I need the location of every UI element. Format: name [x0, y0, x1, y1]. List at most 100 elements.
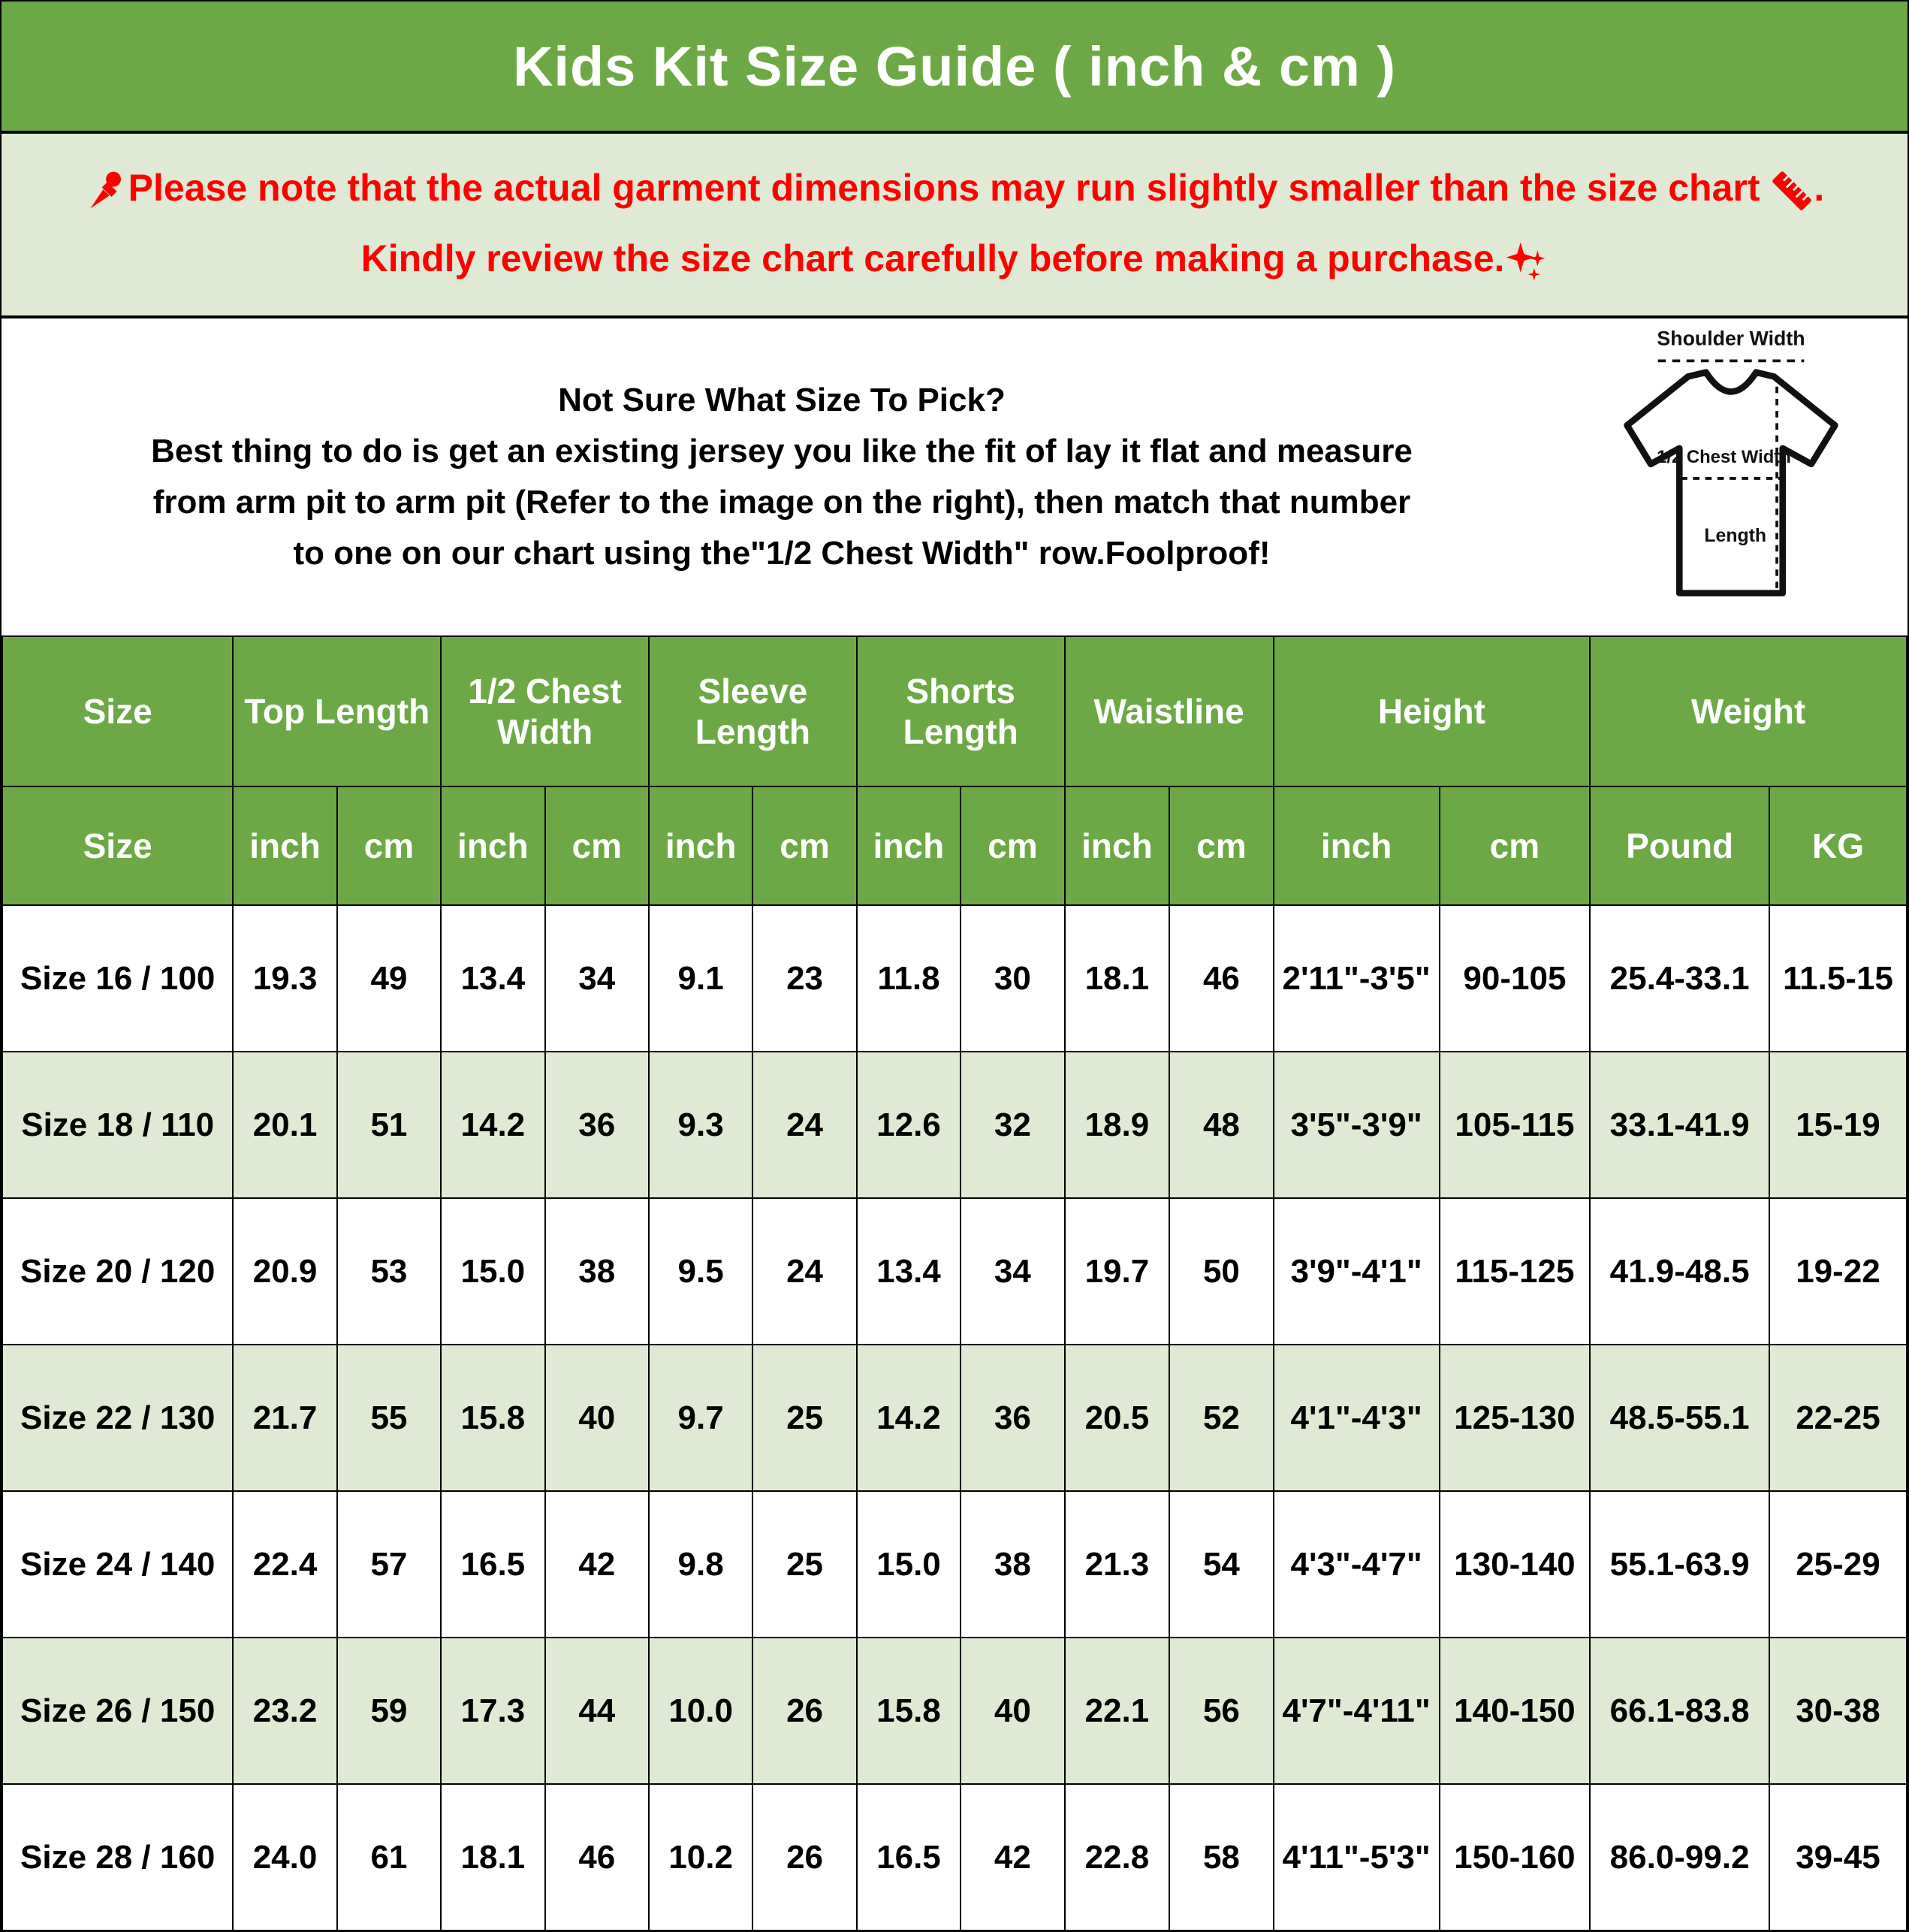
table-header: Size Top Length 1/2 Chest Width Sleeve Leng…: [2, 635, 1907, 906]
value-cell: 9.3: [647, 1051, 754, 1199]
value-cell: 49: [336, 904, 442, 1052]
size-chart-table: Size Top Length 1/2 Chest Width Sleeve Leng…: [2, 635, 1907, 1930]
unit-header: inch: [1063, 786, 1171, 906]
table-row: Size 16 / 100 19.3 49 13.4 34 9.1 23 11.8 30 18.1…: [2, 904, 1907, 1052]
unit-header: cm: [1438, 786, 1591, 906]
size-cell: Size 22 / 130: [2, 1344, 234, 1492]
value-cell: 30: [960, 904, 1066, 1052]
value-cell: 57: [336, 1490, 442, 1638]
size-cell: Size 24 / 140: [2, 1490, 234, 1638]
unit-header: inch: [1272, 786, 1440, 906]
value-cell: 61: [336, 1783, 442, 1930]
shoulder-width-label: Shoulder Width: [1657, 327, 1805, 349]
value-cell: 19.3: [232, 904, 338, 1052]
size-cell: Size 16 / 100: [2, 904, 234, 1052]
value-cell: 44: [544, 1637, 650, 1785]
sizing-help-section: Not Sure What Size To Pick? Best thing t…: [2, 318, 1907, 635]
notice-line-2: Kindly review the size chart carefully b…: [2, 237, 1907, 283]
column-group-header: Top Length: [232, 635, 442, 787]
value-cell: 2'11"-3'5": [1272, 904, 1440, 1052]
value-cell: 14.2: [855, 1344, 962, 1492]
value-cell: 33.1-41.9: [1589, 1051, 1770, 1199]
value-cell: 25-29: [1768, 1490, 1907, 1638]
value-cell: 58: [1169, 1783, 1274, 1930]
column-group-header: Size: [2, 635, 234, 787]
value-cell: 24: [752, 1197, 858, 1345]
value-cell: 11.5-15: [1768, 904, 1907, 1052]
unit-header: cm: [1169, 786, 1274, 906]
value-cell: 48.5-55.1: [1589, 1344, 1770, 1492]
value-cell: 24: [752, 1051, 858, 1199]
value-cell: 26: [752, 1783, 858, 1930]
sizing-help-heading: Not Sure What Size To Pick?: [558, 381, 1006, 418]
unit-header: Size: [2, 786, 234, 906]
value-cell: 36: [544, 1051, 650, 1199]
value-cell: 10.0: [647, 1637, 754, 1785]
value-cell: 41.9-48.5: [1589, 1197, 1770, 1345]
value-cell: 4'7"-4'11": [1272, 1637, 1440, 1785]
column-group-header: Sleeve Length: [647, 635, 858, 787]
value-cell: 150-160: [1438, 1783, 1591, 1930]
value-cell: 20.5: [1063, 1344, 1171, 1492]
size-cell: Size 20 / 120: [2, 1197, 234, 1345]
value-cell: 15-19: [1768, 1051, 1907, 1199]
value-cell: 19-22: [1768, 1197, 1907, 1345]
value-cell: 22.4: [232, 1490, 338, 1638]
value-cell: 22.1: [1063, 1637, 1171, 1785]
table-row: Size 22 / 130 21.7 55 15.8 40 9.7 25 14.2 36 20.5…: [2, 1344, 1907, 1492]
value-cell: 15.8: [855, 1637, 962, 1785]
value-cell: 20.1: [232, 1051, 338, 1199]
unit-header: cm: [752, 786, 858, 906]
value-cell: 39-45: [1768, 1783, 1907, 1930]
unit-header: inch: [440, 786, 546, 906]
value-cell: 18.9: [1063, 1051, 1171, 1199]
value-cell: 38: [960, 1490, 1066, 1638]
value-cell: 4'1"-4'3": [1272, 1344, 1440, 1492]
value-cell: 20.9: [232, 1197, 338, 1345]
sizing-help-line-3: to one on our chart using the"1/2 Chest …: [293, 535, 1271, 572]
value-cell: 36: [960, 1344, 1066, 1492]
value-cell: 9.8: [647, 1490, 754, 1638]
table-row: Size 26 / 150 23.2 59 17.3 44 10.0 26 15.8 40 22.…: [2, 1637, 1907, 1785]
value-cell: 14.2: [440, 1051, 546, 1199]
unit-header: cm: [544, 786, 650, 906]
value-cell: 26: [752, 1637, 858, 1785]
unit-header: inch: [232, 786, 338, 906]
size-cell: Size 18 / 110: [2, 1051, 234, 1199]
tshirt-measure-illustration: Shoulder Width 1/2 Chest Width Length: [1624, 327, 1838, 596]
value-cell: 22-25: [1768, 1344, 1907, 1492]
value-cell: 50: [1169, 1197, 1274, 1345]
value-cell: 40: [960, 1637, 1066, 1785]
column-group-header: Waistline: [1063, 635, 1274, 787]
value-cell: 46: [544, 1783, 650, 1930]
value-cell: 11.8: [855, 904, 962, 1052]
value-cell: 55: [336, 1344, 442, 1492]
value-cell: 53: [336, 1197, 442, 1345]
unit-header: KG: [1768, 786, 1907, 906]
value-cell: 23: [752, 904, 858, 1052]
ruler-icon: [1770, 169, 1814, 213]
value-cell: 30-38: [1768, 1637, 1907, 1785]
table-row: Size 28 / 160 24.0 61 18.1 46 10.2 26 16.5 42 22.…: [2, 1783, 1907, 1930]
value-cell: 38: [544, 1197, 650, 1345]
value-cell: 4'11"-5'3": [1272, 1783, 1440, 1930]
unit-header: cm: [336, 786, 442, 906]
value-cell: 32: [960, 1051, 1066, 1199]
value-cell: 51: [336, 1051, 442, 1199]
page-title: Kids Kit Size Guide ( inch & cm ): [512, 35, 1397, 98]
column-group-header: Weight: [1589, 635, 1907, 787]
sizing-help-text: Not Sure What Size To Pick? Best thing t…: [2, 318, 1555, 635]
sizing-help-line-2: from arm pit to arm pit (Refer to the im…: [152, 484, 1411, 521]
unit-header: cm: [960, 786, 1066, 906]
value-cell: 3'5"-3'9": [1272, 1051, 1440, 1199]
table-row: Size 24 / 140 22.4 57 16.5 42 9.8 25 15.0 38 21.3…: [2, 1490, 1907, 1638]
pushpin-icon: [85, 169, 128, 213]
value-cell: 18.1: [1063, 904, 1171, 1052]
value-cell: 40: [544, 1344, 650, 1492]
value-cell: 21.7: [232, 1344, 338, 1492]
size-cell: Size 26 / 150: [2, 1637, 234, 1785]
size-cell: Size 28 / 160: [2, 1783, 234, 1930]
notice-banner: Please note that the actual garment dime…: [2, 134, 1907, 318]
value-cell: 15.8: [440, 1344, 546, 1492]
